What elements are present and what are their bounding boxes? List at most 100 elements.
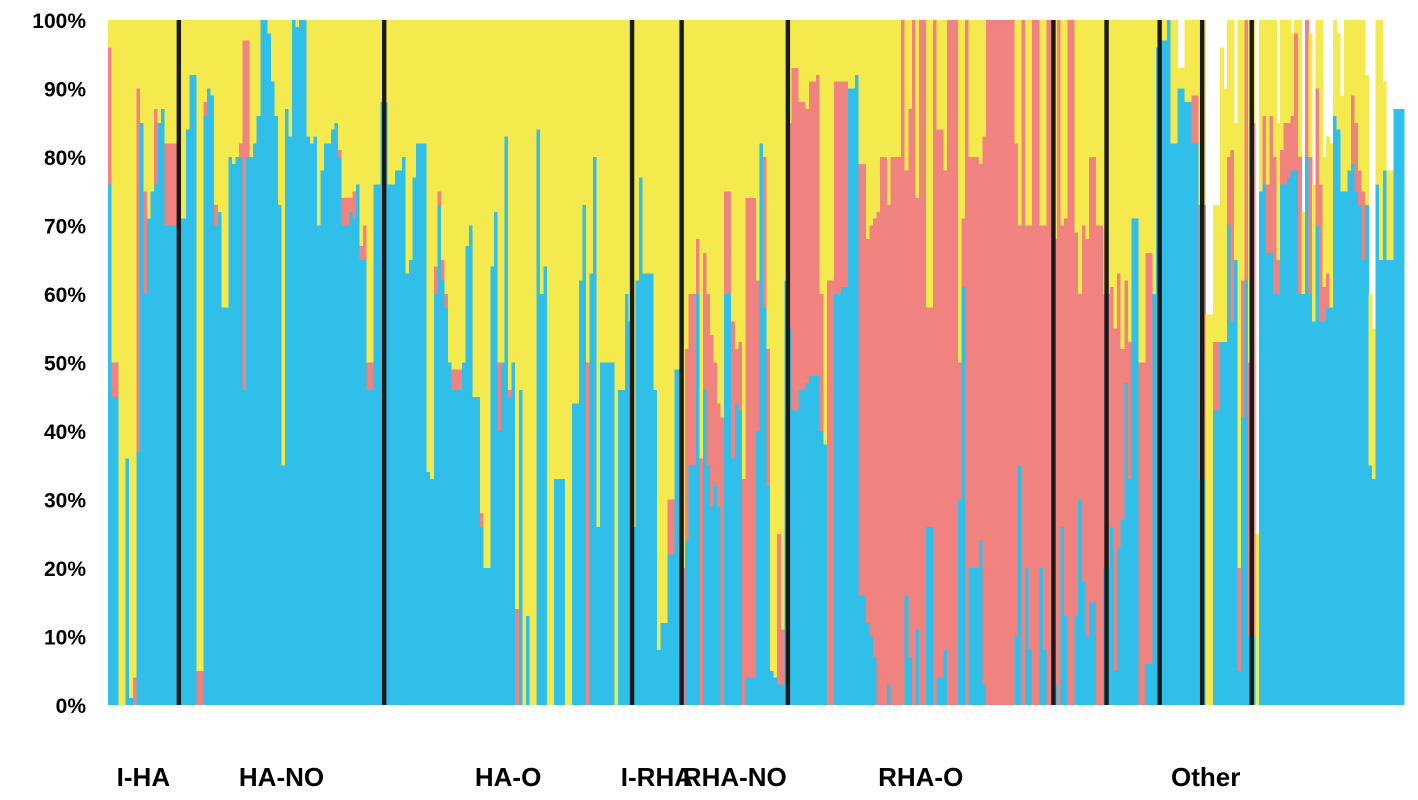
bar-segment-cluster-3 [748,20,753,199]
bar-segment-cluster-3 [890,20,895,157]
bar-segment-cluster-1 [1343,191,1348,705]
bar-segment-cluster-3 [139,20,144,123]
bar-segment-cluster-1 [143,294,148,705]
bar-segment-cluster-3 [1163,20,1168,41]
bar-segment-cluster-3 [196,20,201,671]
bar-segment-cluster-1 [819,431,824,705]
bar-segment-cluster-3 [164,20,169,144]
bar-segment-cluster-3 [515,20,520,610]
bar-segment-cluster-3 [1152,20,1157,294]
bar-segment-cluster-1 [1042,650,1047,705]
bar-segment-cluster-2 [1064,218,1069,616]
bar-segment-cluster-2 [756,280,760,431]
bar-segment-cluster-2 [741,478,746,705]
bar-segment-cluster-1 [125,458,130,705]
bar-segment-cluster-1 [1149,663,1154,705]
bar-segment-cluster-1 [331,129,336,706]
bar-segment-cluster-2 [671,499,676,555]
bar-segment-cluster-1 [851,88,856,705]
bar-segment-cluster-1 [302,20,307,705]
bar-segment-cluster-3 [975,20,980,157]
bar-segment-cluster-1 [483,568,488,705]
bar-segment-cluster-3 [129,20,134,699]
bar-segment-cluster-3 [277,20,282,205]
bar-segment-cluster-2 [709,335,714,507]
bar-segment-cluster-3 [309,20,314,144]
bar-segment-cluster-1 [1145,663,1150,705]
bar-segment-cluster-3 [274,20,279,116]
bar-segment-cluster-2 [1350,95,1355,164]
bar-segment-cluster-2 [1035,20,1040,705]
bar-segment-cluster-3 [1205,314,1210,705]
bar-segment-cluster-1 [277,204,282,705]
bar-segment-cluster-3 [362,20,367,226]
bar-segment-cluster-1 [1386,259,1391,705]
bar-segment-cluster-2 [370,362,375,390]
bar-segment-cluster-1 [961,287,966,705]
bar-segment-cluster-3 [837,20,842,82]
bar-segment-cluster-2 [115,362,120,397]
bar-segment-cluster-3 [1319,20,1324,185]
bar-segment-cluster-3 [1095,20,1100,226]
bar-segment-cluster-2 [1287,122,1292,178]
bar-segment-cluster-3 [586,20,591,363]
bar-segment-cluster-2 [1276,259,1281,294]
bar-segment-cluster-3 [557,20,562,479]
bar-segment-cluster-3 [869,20,874,226]
bar-segment-cluster-2 [954,20,959,705]
bar-segment-cluster-2 [338,150,343,157]
bar-segment-cluster-3 [745,20,750,199]
y-tick-label: 20% [44,558,86,581]
bar-segment-cluster-2 [869,225,874,637]
bar-segment-cluster-3 [720,20,725,418]
bar-segment-cluster-1 [1347,170,1352,705]
bar-segment-cluster-2 [894,157,899,705]
bar-segment-cluster-1 [660,622,665,705]
bar-segment-cluster-1 [823,444,828,705]
bar-segment-cluster-1 [752,677,757,705]
bar-segment-cluster-1 [1092,602,1097,705]
bar-segment-cluster-1 [1177,88,1182,705]
bar-segment-cluster-1 [295,26,300,706]
bar-segment-cluster-2 [1110,287,1115,527]
bar-segment-cluster-2 [989,20,994,705]
bar-segment-cluster-2 [242,40,247,390]
bar-segment-cluster-1 [192,74,197,706]
bar-segment-cluster-2 [1071,20,1076,705]
bar-segment-cluster-3 [108,20,112,48]
bar-segment-cluster-1 [1276,294,1281,705]
bar-segment-cluster-2 [883,157,888,705]
bar-segment-cluster-3 [699,20,704,459]
bar-segment-cluster-1 [1039,568,1044,705]
bar-segment-cluster-3 [253,20,258,144]
bar-segment-cluster-1 [416,143,421,706]
bar-segment-cluster-3 [157,20,162,123]
bar-segment-cluster-1 [362,259,367,705]
bar-segment-cluster-1 [182,218,187,705]
bar-segment-cluster-3 [532,20,537,705]
bar-segment-cluster-1 [610,362,615,705]
bar-segment-cluster-3 [497,20,502,363]
bar-segment-cluster-3 [469,20,474,226]
bar-segment-cluster-3 [1311,184,1316,322]
bar-segment-cluster-1 [763,307,768,705]
bar-segment-cluster-1 [759,143,764,706]
bar-segment-cluster-1 [214,225,219,705]
bar-segment-cluster-1 [451,389,456,705]
bar-segment-cluster-1 [256,115,261,705]
bar-segment-cluster-2 [1014,143,1019,637]
bar-segment-cluster-3 [426,20,431,473]
bar-segment-cluster-1 [904,595,909,705]
bar-segment-cluster-1 [773,677,778,705]
bar-segment-cluster-1 [936,677,941,705]
bar-segment-cluster-3 [617,20,622,390]
bar-segment-cluster-3 [780,20,785,630]
bar-segment-cluster-3 [1329,143,1334,308]
bar-segment-cluster-2 [1195,95,1200,144]
bar-segment-cluster-3 [1308,33,1313,158]
bar-segment-cluster-1 [1368,465,1373,705]
bar-segment-cluster-1 [210,95,215,706]
bar-segment-cluster-2 [154,109,159,185]
bar-segment-cluster-1 [1078,499,1083,705]
bar-segment-cluster-1 [1088,602,1093,705]
